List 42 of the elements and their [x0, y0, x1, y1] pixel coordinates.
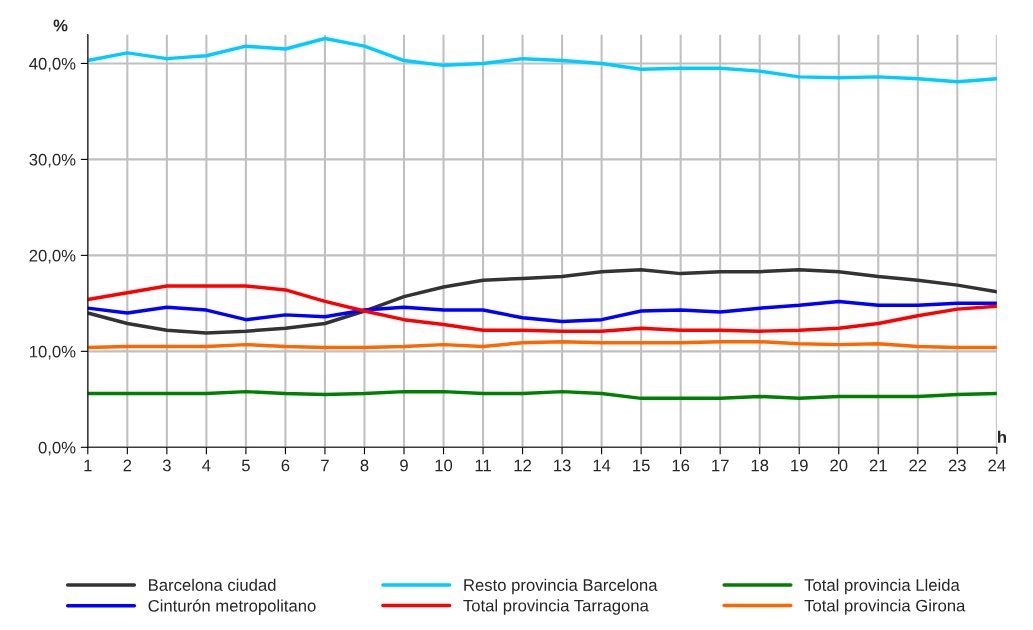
x-tick-label: 14 [593, 459, 611, 472]
legend-label: Barcelona ciudad [149, 578, 276, 591]
x-tick-label: 18 [751, 459, 769, 472]
line-series [87, 284, 997, 333]
legend-label: Resto provincia Barcelona [464, 578, 658, 595]
x-axis-title: h [998, 430, 1006, 443]
y-tick-label: 20,0% [29, 249, 76, 264]
x-tick-label: 17 [712, 459, 729, 472]
x-tick-label: 11 [475, 459, 491, 472]
x-tick-label: 23 [948, 459, 966, 472]
x-tick-label: 12 [514, 459, 531, 472]
x-tick-label: 1 [84, 459, 92, 472]
x-tick-label: 3 [162, 459, 171, 472]
line-series [87, 268, 997, 335]
x-tick-label: 15 [633, 459, 650, 472]
x-tick-label: 5 [241, 459, 250, 472]
x-tick-label: 10 [435, 459, 453, 472]
x-tick-label: 22 [909, 459, 927, 472]
line-series [87, 299, 997, 324]
x-tick-label: 24 [988, 459, 1006, 472]
y-tick-label: 10,0% [30, 345, 76, 360]
y-axis-title: % [53, 19, 68, 32]
y-tick-label: 40,0% [29, 57, 76, 72]
x-tick-label: 6 [281, 459, 290, 472]
legend-label: Total provincia Girona [804, 599, 966, 615]
x-tick-label: 16 [672, 459, 690, 472]
x-tick-label: 20 [830, 459, 848, 472]
line-series [87, 36, 997, 84]
line-series [87, 389, 997, 401]
x-tick-label: 13 [554, 459, 571, 472]
x-tick-label: 8 [360, 459, 369, 472]
legend-label: Total provincia Tarragona [463, 599, 649, 615]
x-tick-label: 7 [321, 459, 329, 472]
x-tick-label: 21 [869, 459, 887, 472]
x-tick-label: 9 [400, 459, 408, 472]
x-tick-label: 19 [791, 459, 808, 472]
y-tick-label: 30,0% [29, 153, 76, 168]
legend-label: Total provincia Lleida [804, 578, 960, 595]
x-tick-label: 4 [202, 459, 211, 472]
legend-label: Cinturón metropolitano [148, 599, 316, 615]
y-tick-label: 0,0% [38, 441, 76, 456]
x-tick-label: 2 [123, 459, 132, 472]
